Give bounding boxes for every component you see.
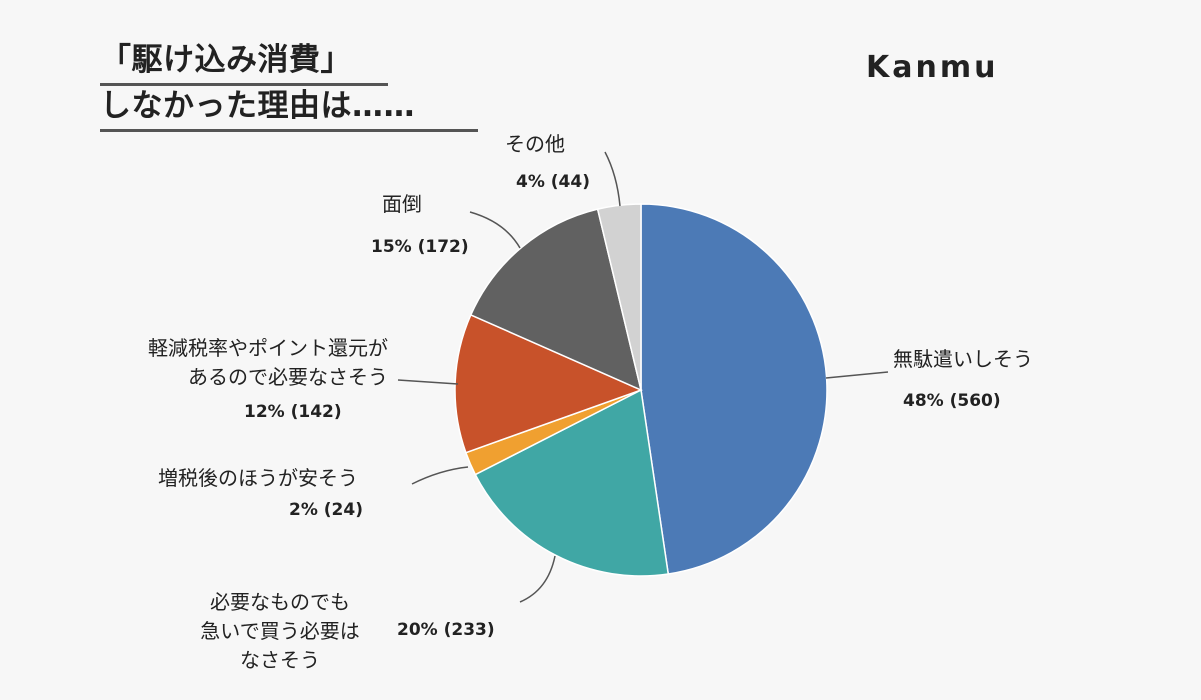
leader-line-s0 bbox=[825, 371, 889, 379]
leader-line-s2 bbox=[411, 466, 469, 485]
slice-label-s5: その他 bbox=[505, 132, 565, 156]
pie-slices bbox=[454, 203, 828, 577]
slice-value-s4: 15% (172) bbox=[371, 237, 469, 257]
slice-label-s1: 必要なものでも 急いで買う必要は なさそう bbox=[200, 590, 360, 672]
slice-label-s3: 軽減税率やポイント還元が あるので必要なさそう bbox=[148, 336, 388, 389]
pie-slice-s1 bbox=[474, 388, 670, 577]
title-underline-1 bbox=[100, 83, 388, 86]
slice-value-s1: 20% (233) bbox=[397, 620, 495, 640]
slice-value-s3: 12% (142) bbox=[244, 402, 342, 422]
title-underline-2 bbox=[100, 129, 478, 132]
leader-line-s1 bbox=[519, 555, 556, 603]
leader-line-s4 bbox=[469, 211, 521, 249]
brand-logo: Kanmu bbox=[866, 50, 999, 85]
slice-label-s4: 面倒 bbox=[382, 192, 422, 216]
chart-title-line-1: 「駆け込み消費」 bbox=[100, 42, 352, 78]
slice-value-s0: 48% (560) bbox=[903, 391, 1001, 411]
chart-title-line-2: しなかった理由は…… bbox=[100, 88, 415, 124]
leader-line-s3 bbox=[397, 379, 459, 385]
leader-lines bbox=[397, 151, 889, 603]
slice-value-s2: 2% (24) bbox=[289, 500, 363, 520]
slice-label-s0: 無駄遣いしそう bbox=[893, 347, 1033, 371]
leader-line-s5 bbox=[604, 151, 621, 207]
pie-slice-s5 bbox=[596, 203, 642, 391]
pie-slice-s0 bbox=[640, 203, 828, 575]
pie-slice-s4 bbox=[469, 208, 643, 392]
slice-value-s5: 4% (44) bbox=[516, 172, 590, 192]
slice-label-s2: 増税後のほうが安そう bbox=[158, 466, 358, 490]
